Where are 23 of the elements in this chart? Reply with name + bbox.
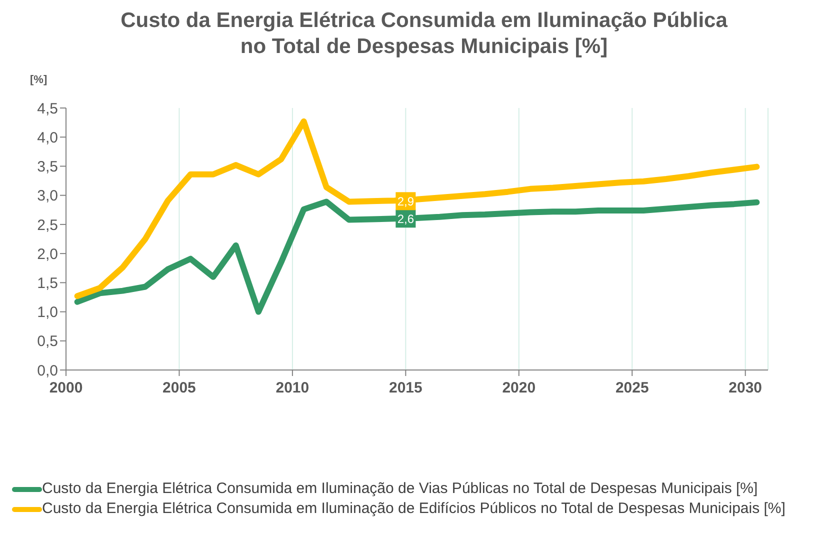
chart-title: Custo da Energia Elétrica Consumida em Iluminação Pública no Total de Despesas Municipais [%] <box>120 8 728 60</box>
legend-label: Custo da Energia Elétrica Consumida em Iluminação de Vias Públicas no Total de Despesas Municipais [%] <box>42 480 758 498</box>
annotation: 2,6 <box>397 212 414 226</box>
x-tick-label: 2020 <box>502 380 536 397</box>
y-tick-label: 3,5 <box>37 158 58 176</box>
y-tick-label: 1,5 <box>37 274 58 292</box>
annotation: 2,9 <box>397 194 414 209</box>
y-tick-label: 2,0 <box>37 246 58 263</box>
x-tick-label: 2025 <box>615 380 649 397</box>
x-tick-label: 2010 <box>276 380 310 397</box>
y-tick-label: 4,5 <box>37 100 58 118</box>
y-axis-title: [%] <box>30 74 48 88</box>
y-tick-label: 0,0 <box>37 362 58 380</box>
y-tick-label: 2,5 <box>37 216 58 234</box>
y-tick-label: 4,0 <box>37 129 58 146</box>
x-tick-label: 2000 <box>49 380 83 397</box>
y-tick-label: 0,5 <box>37 333 58 350</box>
y-tick-label: 1,0 <box>37 304 58 322</box>
x-tick-label: 2030 <box>728 380 762 397</box>
x-tick-label: 2015 <box>388 380 422 397</box>
y-tick-label: 3,0 <box>37 188 58 205</box>
legend-label: Custo da Energia Elétrica Consumida em Iluminação de Edifícios Públicos no Total de Despesas Municipais [%] <box>42 500 786 518</box>
x-tick-label: 2005 <box>162 380 196 397</box>
